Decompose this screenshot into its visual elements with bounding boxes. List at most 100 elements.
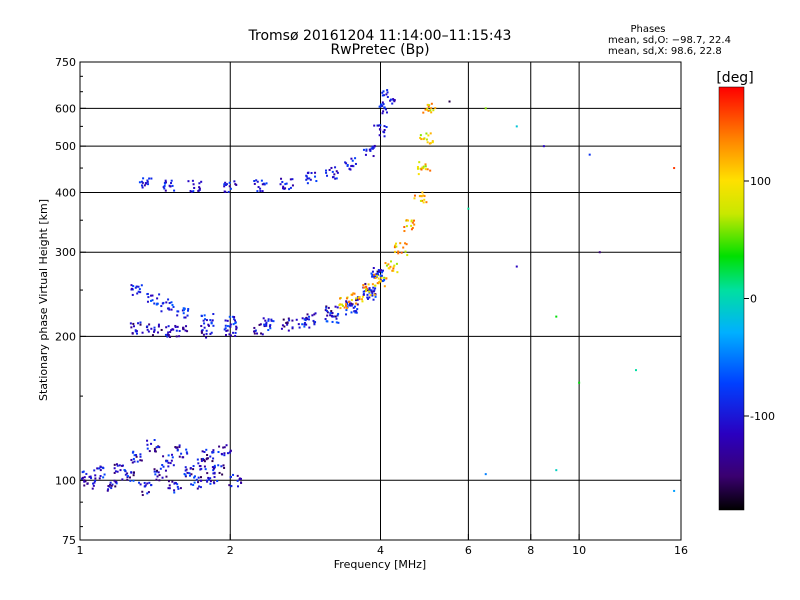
data-point bbox=[193, 475, 196, 478]
data-point bbox=[348, 300, 351, 303]
data-point bbox=[331, 312, 334, 315]
colorbar-tick-label: 100 bbox=[750, 175, 771, 188]
data-point bbox=[371, 292, 374, 295]
data-point bbox=[234, 319, 237, 322]
data-point bbox=[230, 485, 233, 488]
data-point bbox=[301, 323, 304, 326]
data-point bbox=[199, 468, 202, 471]
data-point bbox=[160, 328, 163, 331]
data-point bbox=[94, 477, 97, 480]
data-point bbox=[381, 101, 384, 104]
data-point bbox=[345, 300, 348, 303]
data-point bbox=[422, 111, 425, 114]
data-point bbox=[421, 191, 424, 194]
data-point bbox=[172, 464, 175, 467]
data-point bbox=[354, 162, 357, 165]
data-point bbox=[346, 302, 349, 305]
data-point bbox=[141, 494, 144, 497]
data-point bbox=[341, 304, 344, 307]
data-point bbox=[83, 476, 86, 479]
data-point bbox=[225, 444, 228, 447]
data-point bbox=[484, 473, 487, 476]
data-point bbox=[137, 285, 140, 288]
data-point bbox=[163, 184, 166, 187]
data-point bbox=[193, 481, 196, 484]
data-point bbox=[197, 476, 200, 479]
colorbar-ticks: 100 0 -100 bbox=[744, 175, 775, 423]
data-point bbox=[174, 482, 177, 485]
data-point bbox=[338, 304, 341, 307]
data-point bbox=[172, 305, 175, 308]
data-point bbox=[146, 447, 149, 450]
data-point bbox=[170, 308, 173, 311]
data-point bbox=[203, 465, 206, 468]
data-point bbox=[303, 323, 306, 326]
data-point bbox=[357, 296, 360, 299]
data-point bbox=[352, 165, 355, 168]
data-point bbox=[372, 286, 375, 289]
data-point bbox=[314, 312, 317, 315]
data-point bbox=[211, 319, 214, 322]
data-point bbox=[334, 166, 337, 169]
data-point bbox=[385, 108, 388, 111]
data-point bbox=[200, 325, 203, 328]
data-point bbox=[81, 476, 84, 479]
data-point bbox=[149, 299, 152, 302]
stats-heading: Phases bbox=[630, 24, 665, 35]
data-point bbox=[229, 323, 232, 326]
data-point bbox=[377, 124, 380, 127]
data-point bbox=[259, 190, 262, 193]
data-point bbox=[119, 469, 122, 472]
data-point bbox=[418, 195, 421, 198]
data-point bbox=[147, 296, 150, 299]
data-point bbox=[306, 318, 309, 321]
data-point bbox=[349, 302, 352, 305]
data-point bbox=[235, 325, 238, 328]
data-point bbox=[422, 165, 425, 168]
data-point bbox=[287, 317, 290, 320]
data-point bbox=[350, 304, 353, 307]
data-point bbox=[306, 177, 309, 180]
data-point bbox=[314, 175, 317, 178]
data-point bbox=[267, 329, 270, 332]
data-point bbox=[256, 180, 259, 183]
data-point bbox=[177, 310, 180, 313]
data-point bbox=[420, 195, 423, 198]
data-point bbox=[422, 138, 425, 141]
data-point bbox=[405, 225, 408, 228]
data-point bbox=[207, 457, 210, 460]
data-point bbox=[232, 323, 235, 326]
data-point bbox=[190, 483, 193, 486]
data-point bbox=[113, 471, 116, 474]
data-point bbox=[325, 305, 328, 308]
data-point bbox=[223, 452, 226, 455]
stats-o-mode: mean, sd,O: −98.7, 22.4 bbox=[608, 35, 731, 46]
data-point bbox=[339, 297, 342, 300]
data-point bbox=[218, 471, 221, 474]
data-point bbox=[382, 279, 385, 282]
data-point bbox=[371, 275, 374, 278]
data-point bbox=[384, 262, 387, 265]
data-point bbox=[146, 443, 149, 446]
data-point bbox=[168, 302, 171, 305]
data-point bbox=[265, 182, 268, 185]
data-point bbox=[395, 245, 398, 248]
data-point bbox=[90, 477, 93, 480]
data-point bbox=[223, 446, 226, 449]
data-point bbox=[113, 463, 116, 466]
data-point bbox=[186, 471, 189, 474]
data-point bbox=[212, 449, 215, 452]
data-point bbox=[368, 148, 371, 151]
data-point bbox=[386, 89, 389, 92]
data-point bbox=[256, 190, 259, 193]
data-point bbox=[432, 109, 435, 112]
data-point bbox=[366, 297, 369, 300]
data-point bbox=[224, 183, 227, 186]
data-point bbox=[422, 194, 425, 197]
data-point bbox=[377, 282, 380, 285]
data-point bbox=[93, 481, 96, 484]
data-point bbox=[153, 439, 156, 442]
data-point bbox=[264, 319, 267, 322]
data-point bbox=[403, 230, 406, 233]
data-point bbox=[206, 454, 209, 457]
